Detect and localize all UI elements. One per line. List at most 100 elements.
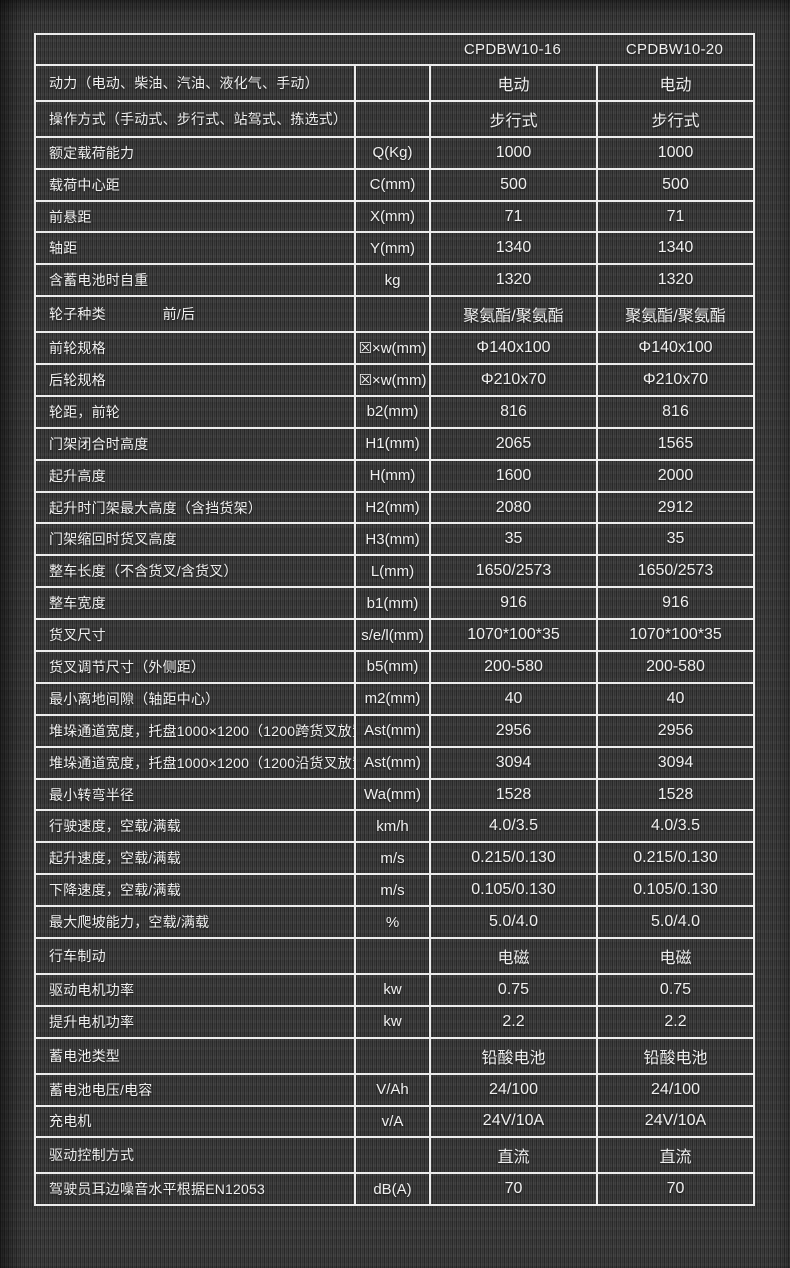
spec-label: 门架闭合时高度 — [49, 435, 149, 452]
spec-value-model2: 200-580 — [596, 652, 753, 682]
spec-value-model1: 0.215/0.130 — [429, 843, 596, 874]
table-row: 堆垛通道宽度，托盘1000×1200（1200跨货叉放置） Ast(mm) 29… — [36, 713, 753, 746]
table-row: 堆垛通道宽度，托盘1000×1200（1200沿货叉放置） Ast(mm) 30… — [36, 745, 753, 778]
table-row: 含蓄电池时自重 kg 1320 1320 — [36, 263, 753, 296]
spec-value-model2: 0.105/0.130 — [596, 875, 753, 906]
spec-value-model1: 1650/2573 — [429, 556, 596, 587]
spec-label: 充电机 — [49, 1113, 92, 1130]
spec-value-model1: 4.0/3.5 — [429, 811, 596, 842]
table-row: 蓄电池类型 铅酸电池 铅酸电池 — [36, 1036, 753, 1073]
table-row: 充电机 v/A 24V/10A 24V/10A — [36, 1104, 753, 1137]
spec-value-model1: 1340 — [429, 233, 596, 264]
table-row: 载荷中心距 C(mm) 500 500 — [36, 167, 753, 200]
table-row: 轮距，前轮 b2(mm) 816 816 — [36, 394, 753, 427]
spec-value-model1: 2080 — [429, 492, 596, 523]
spec-value-model2: 2.2 — [596, 1006, 753, 1037]
table-row: 最大爬坡能力，空载/满载 % 5.0/4.0 5.0/4.0 — [36, 905, 753, 938]
spec-value-model2: 5.0/4.0 — [596, 907, 753, 938]
table-row: 前轮规格 ☒×w(mm) Φ140x100 Φ140x100 — [36, 331, 753, 364]
table-row: 最小离地间隙（轴距中心） m2(mm) 40 40 — [36, 681, 753, 714]
spec-value-model2: 916 — [596, 588, 753, 619]
spec-label: 动力（电动、柴油、汽油、液化气、手动） — [49, 74, 319, 91]
spec-value-model1: Φ140x100 — [429, 333, 596, 364]
spec-value-model2: 电磁 — [596, 939, 753, 973]
table-row: 前悬距 X(mm) 71 71 — [36, 199, 753, 232]
spec-unit: m/s — [354, 843, 429, 874]
spec-unit: ☒×w(mm) — [354, 365, 429, 395]
spec-unit — [354, 297, 429, 332]
table-row: 最小转弯半径 Wa(mm) 1528 1528 — [36, 777, 753, 810]
spec-value-model2: 500 — [596, 169, 753, 200]
spec-unit: ☒×w(mm) — [354, 333, 429, 364]
spec-unit: b1(mm) — [354, 588, 429, 619]
spec-label: 行车制动 — [49, 947, 106, 964]
spec-value-model2: 2912 — [596, 492, 753, 523]
spec-value-model2: 816 — [596, 396, 753, 427]
model-column-header-1: CPDBW10-16 — [463, 41, 562, 58]
spec-value-model1: 1000 — [429, 137, 596, 168]
table-row: 整车长度（不含货叉/含货叉） L(mm) 1650/2573 1650/2573 — [36, 554, 753, 587]
spec-value-model1: 0.75 — [429, 974, 596, 1005]
spec-unit: Ast(mm) — [354, 715, 429, 746]
spec-value-model2: 71 — [596, 201, 753, 232]
spec-value-model1: 24/100 — [429, 1074, 596, 1105]
table-row: 行驶速度，空载/满载 km/h 4.0/3.5 4.0/3.5 — [36, 809, 753, 842]
spec-label: 蓄电池类型 — [49, 1047, 120, 1064]
table-row: 起升时门架最大高度（含挡货架） H2(mm) 2080 2912 — [36, 490, 753, 523]
table-row: 驾驶员耳边噪音水平根据EN12053 dB(A) 70 70 — [36, 1172, 753, 1205]
spec-unit: s/e/l(mm) — [354, 620, 429, 651]
spec-label: 最小离地间隙（轴距中心） — [49, 690, 220, 707]
spec-table: CPDBW10-16 CPDBW10-20 动力（电动、柴油、汽油、液化气、手动… — [34, 33, 755, 1206]
spec-unit: H2(mm) — [354, 492, 429, 523]
spec-unit — [354, 939, 429, 973]
spec-label: 驱动电机功率 — [49, 981, 135, 998]
table-row: 动力（电动、柴油、汽油、液化气、手动） 电动 电动 — [36, 64, 753, 100]
spec-value-model1: 2.2 — [429, 1006, 596, 1037]
spec-unit: b2(mm) — [354, 396, 429, 427]
spec-value-model1: 70 — [429, 1174, 596, 1205]
spec-label: 含蓄电池时自重 — [49, 272, 149, 289]
spec-value-model2: 1528 — [596, 779, 753, 810]
spec-value-model2: 3094 — [596, 747, 753, 778]
spec-value-model2: 1340 — [596, 233, 753, 264]
spec-unit: m2(mm) — [354, 683, 429, 714]
spec-value-model2: 直流 — [596, 1138, 753, 1173]
spec-label: 起升高度 — [49, 467, 106, 484]
spec-label: 后轮规格 — [49, 371, 106, 388]
table-row: 驱动控制方式 直流 直流 — [36, 1136, 753, 1173]
spec-unit: L(mm) — [354, 556, 429, 587]
spec-label: 驾驶员耳边噪音水平根据EN12053 — [49, 1181, 265, 1198]
table-row: 轴距 Y(mm) 1340 1340 — [36, 231, 753, 264]
spec-value-model1: 40 — [429, 683, 596, 714]
spec-value-model2: 24V/10A — [596, 1106, 753, 1137]
spec-value-model1: 步行式 — [429, 101, 596, 136]
spec-value-model2: 1000 — [596, 137, 753, 168]
spec-value-model2: 1650/2573 — [596, 556, 753, 587]
spec-value-model1: 35 — [429, 524, 596, 555]
spec-value-model2: 1320 — [596, 265, 753, 296]
spec-value-model1: 2065 — [429, 428, 596, 459]
spec-unit: H3(mm) — [354, 524, 429, 555]
spec-unit: X(mm) — [354, 201, 429, 232]
spec-value-model2: 电动 — [596, 66, 753, 100]
spec-unit: m/s — [354, 875, 429, 906]
spec-label: 提升电机功率 — [49, 1013, 135, 1030]
table-row: 行车制动 电磁 电磁 — [36, 937, 753, 973]
spec-value-model2: 4.0/3.5 — [596, 811, 753, 842]
spec-value-model2: Φ140x100 — [596, 333, 753, 364]
spec-value-model1: 1070*100*35 — [429, 620, 596, 651]
spec-value-model1: 2956 — [429, 715, 596, 746]
spec-value-model1: 24V/10A — [429, 1106, 596, 1137]
spec-unit: v/A — [354, 1106, 429, 1137]
spec-value-model2: 24/100 — [596, 1074, 753, 1105]
table-row: 操作方式（手动式、步行式、站驾式、拣选式） 步行式 步行式 — [36, 99, 753, 136]
spec-value-model2: 铅酸电池 — [596, 1038, 753, 1073]
table-row: 起升速度，空载/满载 m/s 0.215/0.130 0.215/0.130 — [36, 841, 753, 874]
spec-label: 整车宽度 — [49, 595, 106, 612]
spec-value-model1: 电磁 — [429, 939, 596, 973]
spec-unit — [354, 66, 429, 100]
spec-unit: b5(mm) — [354, 652, 429, 682]
spec-value-model2: Φ210x70 — [596, 365, 753, 395]
spec-unit: Wa(mm) — [354, 779, 429, 810]
table-row: 货叉调节尺寸（外侧距） b5(mm) 200-580 200-580 — [36, 650, 753, 682]
